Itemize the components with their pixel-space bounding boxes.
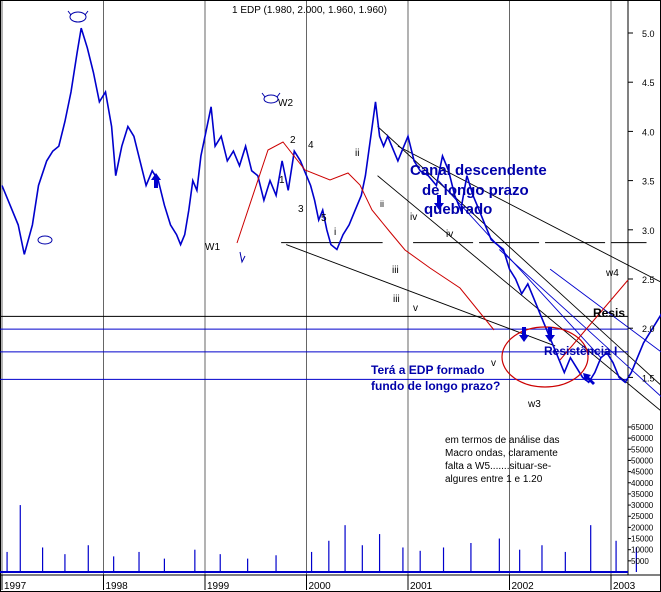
- year-tick-label: 2003: [613, 581, 636, 592]
- wave-label-v-2: v: [491, 358, 496, 369]
- channel-title-line2: de longo prazo: [422, 182, 529, 199]
- channel-line: [549, 268, 661, 353]
- volume-tick-label: 35000: [631, 490, 654, 499]
- wave-label-iii-upper: iii: [392, 265, 399, 276]
- wave-label-5: 5: [321, 213, 327, 224]
- down-arrow-icon-3: [545, 327, 555, 342]
- down-arrow-icon-2: [519, 327, 529, 342]
- down-arrow-icon: [434, 195, 444, 210]
- volume-tick-label: 30000: [631, 501, 654, 510]
- chart-header: 1 EDP (1.980, 2.000, 1.960, 1.960): [232, 5, 387, 16]
- volume-tick-label: 60000: [631, 434, 654, 443]
- year-tick-label: 1998: [106, 581, 129, 592]
- channel-line: [397, 145, 661, 283]
- channel-line: [499, 249, 661, 398]
- price-tick-label: 2.5: [642, 275, 655, 285]
- channel-title-line1: Canal descendente: [410, 162, 547, 179]
- wave-label-iv-2: iv: [446, 229, 453, 240]
- note-line1: em termos de análise das: [445, 435, 560, 446]
- channel-line: [438, 180, 602, 359]
- year-tick-label: 2001: [410, 581, 433, 592]
- wave-label-W1: W1: [205, 242, 220, 253]
- price-tick-label: 4.0: [642, 127, 655, 137]
- resistance-label: Resistência I: [544, 344, 617, 358]
- up-arrow-icon: [151, 173, 161, 188]
- note-line2: Macro ondas, claramente: [445, 448, 558, 459]
- year-axis-ticks: 1997 1998 1999 2000 2001 2002 2003: [1, 575, 636, 592]
- wave-label-1: 1: [279, 175, 285, 186]
- volume-axis-ticks: 65000 60000 55000 50000 45000 40000 35000 30000…: [628, 423, 654, 566]
- year-tick-label: 1997: [4, 581, 27, 592]
- price-tick-label: 3.0: [642, 226, 655, 236]
- wave-label-iv: iv: [410, 212, 417, 223]
- channel-line: [377, 175, 661, 412]
- year-tick-label: 2000: [309, 581, 332, 592]
- wave-label-v: v: [413, 303, 418, 314]
- price-tick-label: 4.5: [642, 78, 655, 88]
- wave-label-ii-small: ii: [380, 199, 384, 209]
- bull-icon: [67, 10, 89, 23]
- resist-short-label: Resis: [593, 306, 625, 320]
- year-tick-label: 2002: [512, 581, 535, 592]
- bear-icon-2: [239, 251, 246, 264]
- bottom-circle: [501, 326, 589, 388]
- channel-title-line3: quebrado: [424, 201, 492, 218]
- price-tick-label: 5.0: [642, 29, 655, 39]
- upper-red-line: [559, 279, 629, 361]
- wave-label-ii: ii: [355, 148, 359, 159]
- wave-label-W2: W2: [278, 98, 293, 109]
- question-line2: fundo de longo prazo?: [371, 379, 500, 393]
- wave-label-i: i: [334, 227, 336, 238]
- question-line1: Terá a EDP formado: [371, 363, 485, 377]
- wave-label-4: 4: [308, 140, 314, 151]
- wave-label-w4: w4: [605, 268, 619, 279]
- bear-icon: [37, 235, 53, 245]
- note-line3: falta a W5.......situar-se-: [445, 461, 551, 472]
- volume-bars: [0, 505, 637, 573]
- wave-label-2: 2: [290, 135, 296, 146]
- wave-label-w3: w3: [527, 399, 541, 410]
- channel-line: [286, 244, 556, 347]
- up-left-arrow-icon: [583, 373, 595, 385]
- channel-lines: [286, 126, 661, 412]
- price-tick-label: 1.5: [642, 373, 655, 383]
- volume-tick-label: 65000: [631, 423, 654, 432]
- volume-tick-label: 20000: [631, 523, 654, 532]
- volume-tick-label: 5000: [631, 557, 649, 566]
- channel-line: [377, 126, 661, 386]
- volume-tick-label: 45000: [631, 468, 654, 477]
- year-tick-label: 1999: [207, 581, 230, 592]
- price-axis-ticks: 5.0 4.5 4.0 3.5 3.0 2.5 2.0 1.5: [628, 29, 655, 383]
- support-resistance-lines: [0, 242, 647, 380]
- volume-tick-label: 55000: [631, 445, 654, 454]
- volume-tick-label: 15000: [631, 535, 654, 544]
- wave-trend-line: [236, 141, 495, 331]
- wave-label-3: 3: [298, 204, 304, 215]
- price-tick-label: 3.5: [642, 177, 655, 187]
- price-series-line: [1, 27, 661, 384]
- volume-tick-label: 10000: [631, 546, 654, 555]
- volume-tick-label: 40000: [631, 479, 654, 488]
- wave-label-iii-lower: iii: [393, 294, 400, 305]
- note-line4: algures entre 1 e 1.20: [445, 474, 543, 485]
- volume-tick-label: 50000: [631, 456, 654, 465]
- bull-icon-2: [261, 92, 281, 104]
- price-tick-label: 2.0: [642, 324, 655, 334]
- volume-tick-label: 25000: [631, 512, 654, 521]
